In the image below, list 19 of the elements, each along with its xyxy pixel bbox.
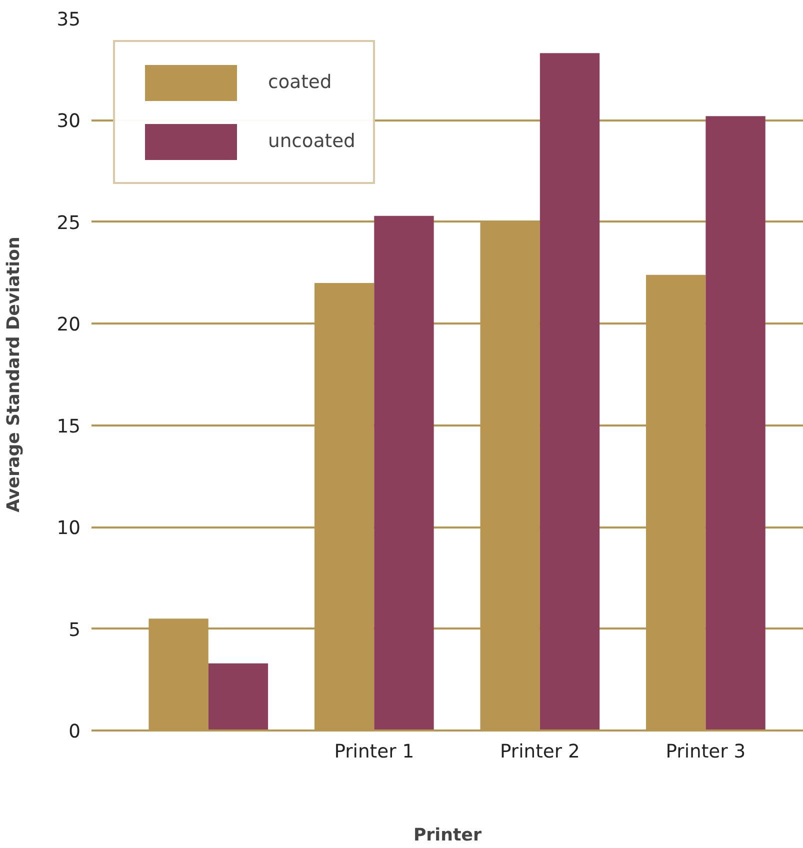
y-tick-label: 30 [56,111,81,132]
x-tick-label: Printer 1 [334,742,414,762]
y-tick-label: 10 [56,518,81,540]
y-tick-label: 15 [56,416,81,438]
y-tick-label: 0 [68,722,81,742]
x-tick-label: Printer 3 [666,742,746,762]
bar [208,663,268,730]
y-tick-label: 35 [56,10,81,30]
bar [540,53,600,730]
bar [374,216,434,730]
legend-label: uncoated [268,131,356,152]
legend-label: coated [268,72,332,93]
x-axis-title: Printer [413,826,482,846]
y-tick-label: 25 [56,212,81,234]
bar [706,116,766,730]
x-tick-label: Printer 2 [500,742,580,762]
y-axis-title: Average Standard Deviation [4,236,24,512]
y-tick-label: 20 [56,314,81,336]
y-tick-label: 5 [68,620,81,641]
